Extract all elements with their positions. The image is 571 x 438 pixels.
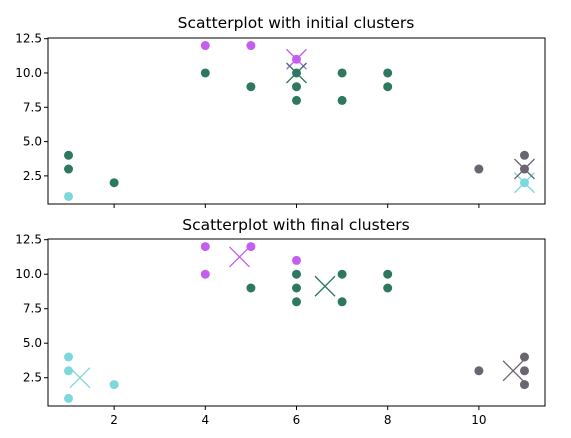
initial-clusters-axes: Scatterplot with initial clusters 2.5 5.0…	[15, 14, 546, 208]
final-clusters-point-cyan	[64, 366, 74, 376]
final-clusters-point-green	[383, 283, 393, 293]
final-clusters-y-tick-label: 5.0	[23, 336, 42, 350]
final-clusters-title: Scatterplot with final clusters	[182, 216, 409, 234]
initial-clusters-point-green	[337, 68, 347, 78]
initial-clusters-centroid-green	[286, 62, 307, 84]
final-clusters-x-tick-label: 8	[384, 413, 392, 427]
final-clusters-y-tick-label: 7.5	[23, 302, 42, 316]
final-clusters-point-green	[337, 297, 347, 307]
final-clusters-centroid-stroke	[314, 275, 336, 297]
initial-clusters-y-tick-label: 5.0	[23, 135, 42, 149]
initial-clusters-point-purple	[246, 41, 256, 51]
final-clusters-centroid-stroke	[229, 246, 250, 268]
final-clusters-x-tick-label: 10	[471, 413, 486, 427]
initial-clusters-point-green	[292, 95, 301, 105]
final-clusters-points	[64, 242, 529, 403]
initial-clusters-point-green	[383, 68, 393, 78]
final-clusters-point-cyan	[64, 352, 74, 362]
final-clusters-centroid-green	[314, 275, 336, 297]
final-clusters-x-tick-label: 4	[201, 413, 209, 427]
final-clusters-point-green	[246, 283, 256, 293]
final-clusters-centroid-cyan	[69, 367, 91, 389]
final-clusters-point-green	[292, 269, 301, 279]
final-clusters-point-gray	[519, 366, 529, 376]
initial-clusters-point-green	[383, 82, 393, 92]
final-clusters-point-cyan	[64, 393, 74, 403]
final-clusters-y-tick-label: 10.0	[15, 267, 42, 281]
final-clusters-point-green	[292, 297, 301, 307]
final-clusters-point-gray	[519, 380, 529, 390]
final-clusters-centroids	[69, 246, 524, 389]
final-clusters-point-purple	[200, 269, 210, 279]
initial-clusters-y-tick-label: 10.0	[15, 66, 42, 80]
final-clusters-axes: Scatterplot with final clusters 2 4 6 8 10 2.…	[15, 216, 546, 427]
initial-clusters-y-tick-label: 7.5	[23, 100, 42, 114]
final-clusters-centroid-stroke	[69, 367, 91, 389]
final-clusters-centroid-purple	[229, 246, 250, 268]
initial-clusters-point-purple	[200, 41, 210, 51]
final-clusters-point-green	[292, 283, 301, 293]
initial-clusters-frame	[47, 37, 546, 205]
final-clusters-x-tick-label: 2	[110, 413, 118, 427]
initial-clusters-point-cyan	[64, 191, 74, 201]
initial-clusters-centroids	[286, 48, 535, 194]
initial-clusters-centroid-stroke	[514, 158, 535, 180]
final-clusters-point-gray	[474, 366, 484, 376]
initial-clusters-centroid-gray	[514, 158, 535, 180]
initial-clusters-point-green	[292, 82, 301, 92]
final-clusters-x-tick-label: 6	[293, 413, 301, 427]
initial-clusters-point-green	[200, 68, 210, 78]
final-clusters-point-green	[383, 269, 393, 279]
final-clusters-point-green	[337, 269, 347, 279]
initial-clusters-point-green	[64, 164, 74, 174]
initial-clusters-point-green	[109, 178, 119, 188]
initial-clusters-point-green	[337, 95, 347, 105]
final-clusters-frame	[47, 238, 546, 407]
initial-clusters-point-green	[64, 150, 74, 160]
initial-clusters-point-green	[246, 82, 256, 92]
initial-clusters-point-gray	[474, 164, 484, 174]
final-clusters-centroid-stroke	[502, 360, 524, 382]
final-clusters-point-gray	[519, 352, 529, 362]
initial-clusters-point-gray	[519, 150, 529, 160]
initial-clusters-ticks: 2.5 5.0 7.5 10.0 12.5	[15, 32, 480, 208]
final-clusters-y-tick-label: 12.5	[15, 233, 42, 247]
final-clusters-point-purple	[292, 255, 301, 265]
final-clusters-y-tick-label: 2.5	[23, 371, 42, 385]
final-clusters-point-purple	[200, 242, 210, 252]
initial-clusters-title: Scatterplot with initial clusters	[178, 14, 415, 32]
initial-clusters-y-tick-label: 2.5	[23, 169, 42, 183]
final-clusters-point-cyan	[109, 380, 119, 390]
initial-clusters-y-tick-label: 12.5	[15, 32, 42, 46]
final-clusters-centroid-gray	[502, 360, 524, 382]
final-clusters-point-purple	[246, 242, 256, 252]
initial-clusters-centroid-stroke	[286, 62, 307, 84]
final-clusters-ticks: 2 4 6 8 10 2.5 5.0 7.5 10.0 12.5	[15, 233, 486, 427]
